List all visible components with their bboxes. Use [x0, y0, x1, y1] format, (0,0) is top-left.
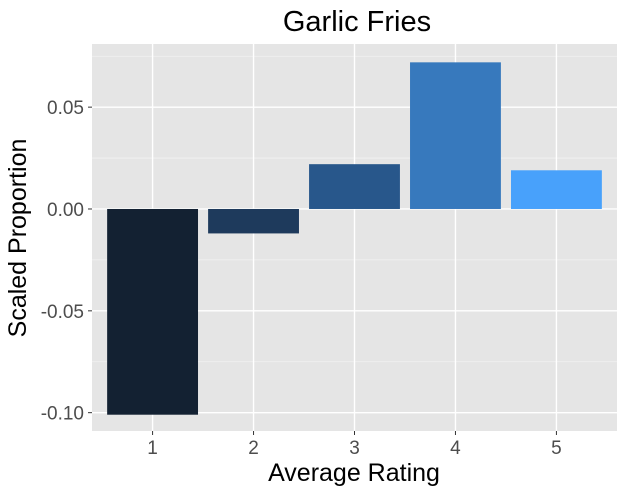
chart-title: Garlic Fries	[283, 6, 431, 38]
bars	[107, 62, 602, 415]
x-tick-label: 1	[147, 438, 158, 459]
y-axis: -0.10 -0.05 0.00 0.05	[41, 98, 92, 425]
y-tick-label: 0.00	[47, 200, 84, 221]
bar-rating-4	[410, 62, 501, 209]
bar-rating-5	[510, 170, 602, 209]
bar-rating-1	[107, 208, 199, 415]
x-tick-label: 4	[450, 438, 461, 459]
y-tick-label: -0.05	[41, 302, 84, 323]
bar-rating-3	[309, 164, 400, 209]
x-axis: 1 2 3 4 5	[147, 431, 562, 459]
x-tick-label: 3	[349, 438, 360, 459]
y-tick-label: -0.10	[41, 404, 84, 425]
y-axis-title: Scaled Proportion	[4, 139, 32, 338]
bar-rating-2	[208, 208, 299, 234]
x-axis-title: Average Rating	[268, 459, 440, 487]
x-tick-label: 2	[248, 438, 259, 459]
x-tick-label: 5	[551, 438, 562, 459]
y-tick-label: 0.05	[47, 98, 84, 119]
